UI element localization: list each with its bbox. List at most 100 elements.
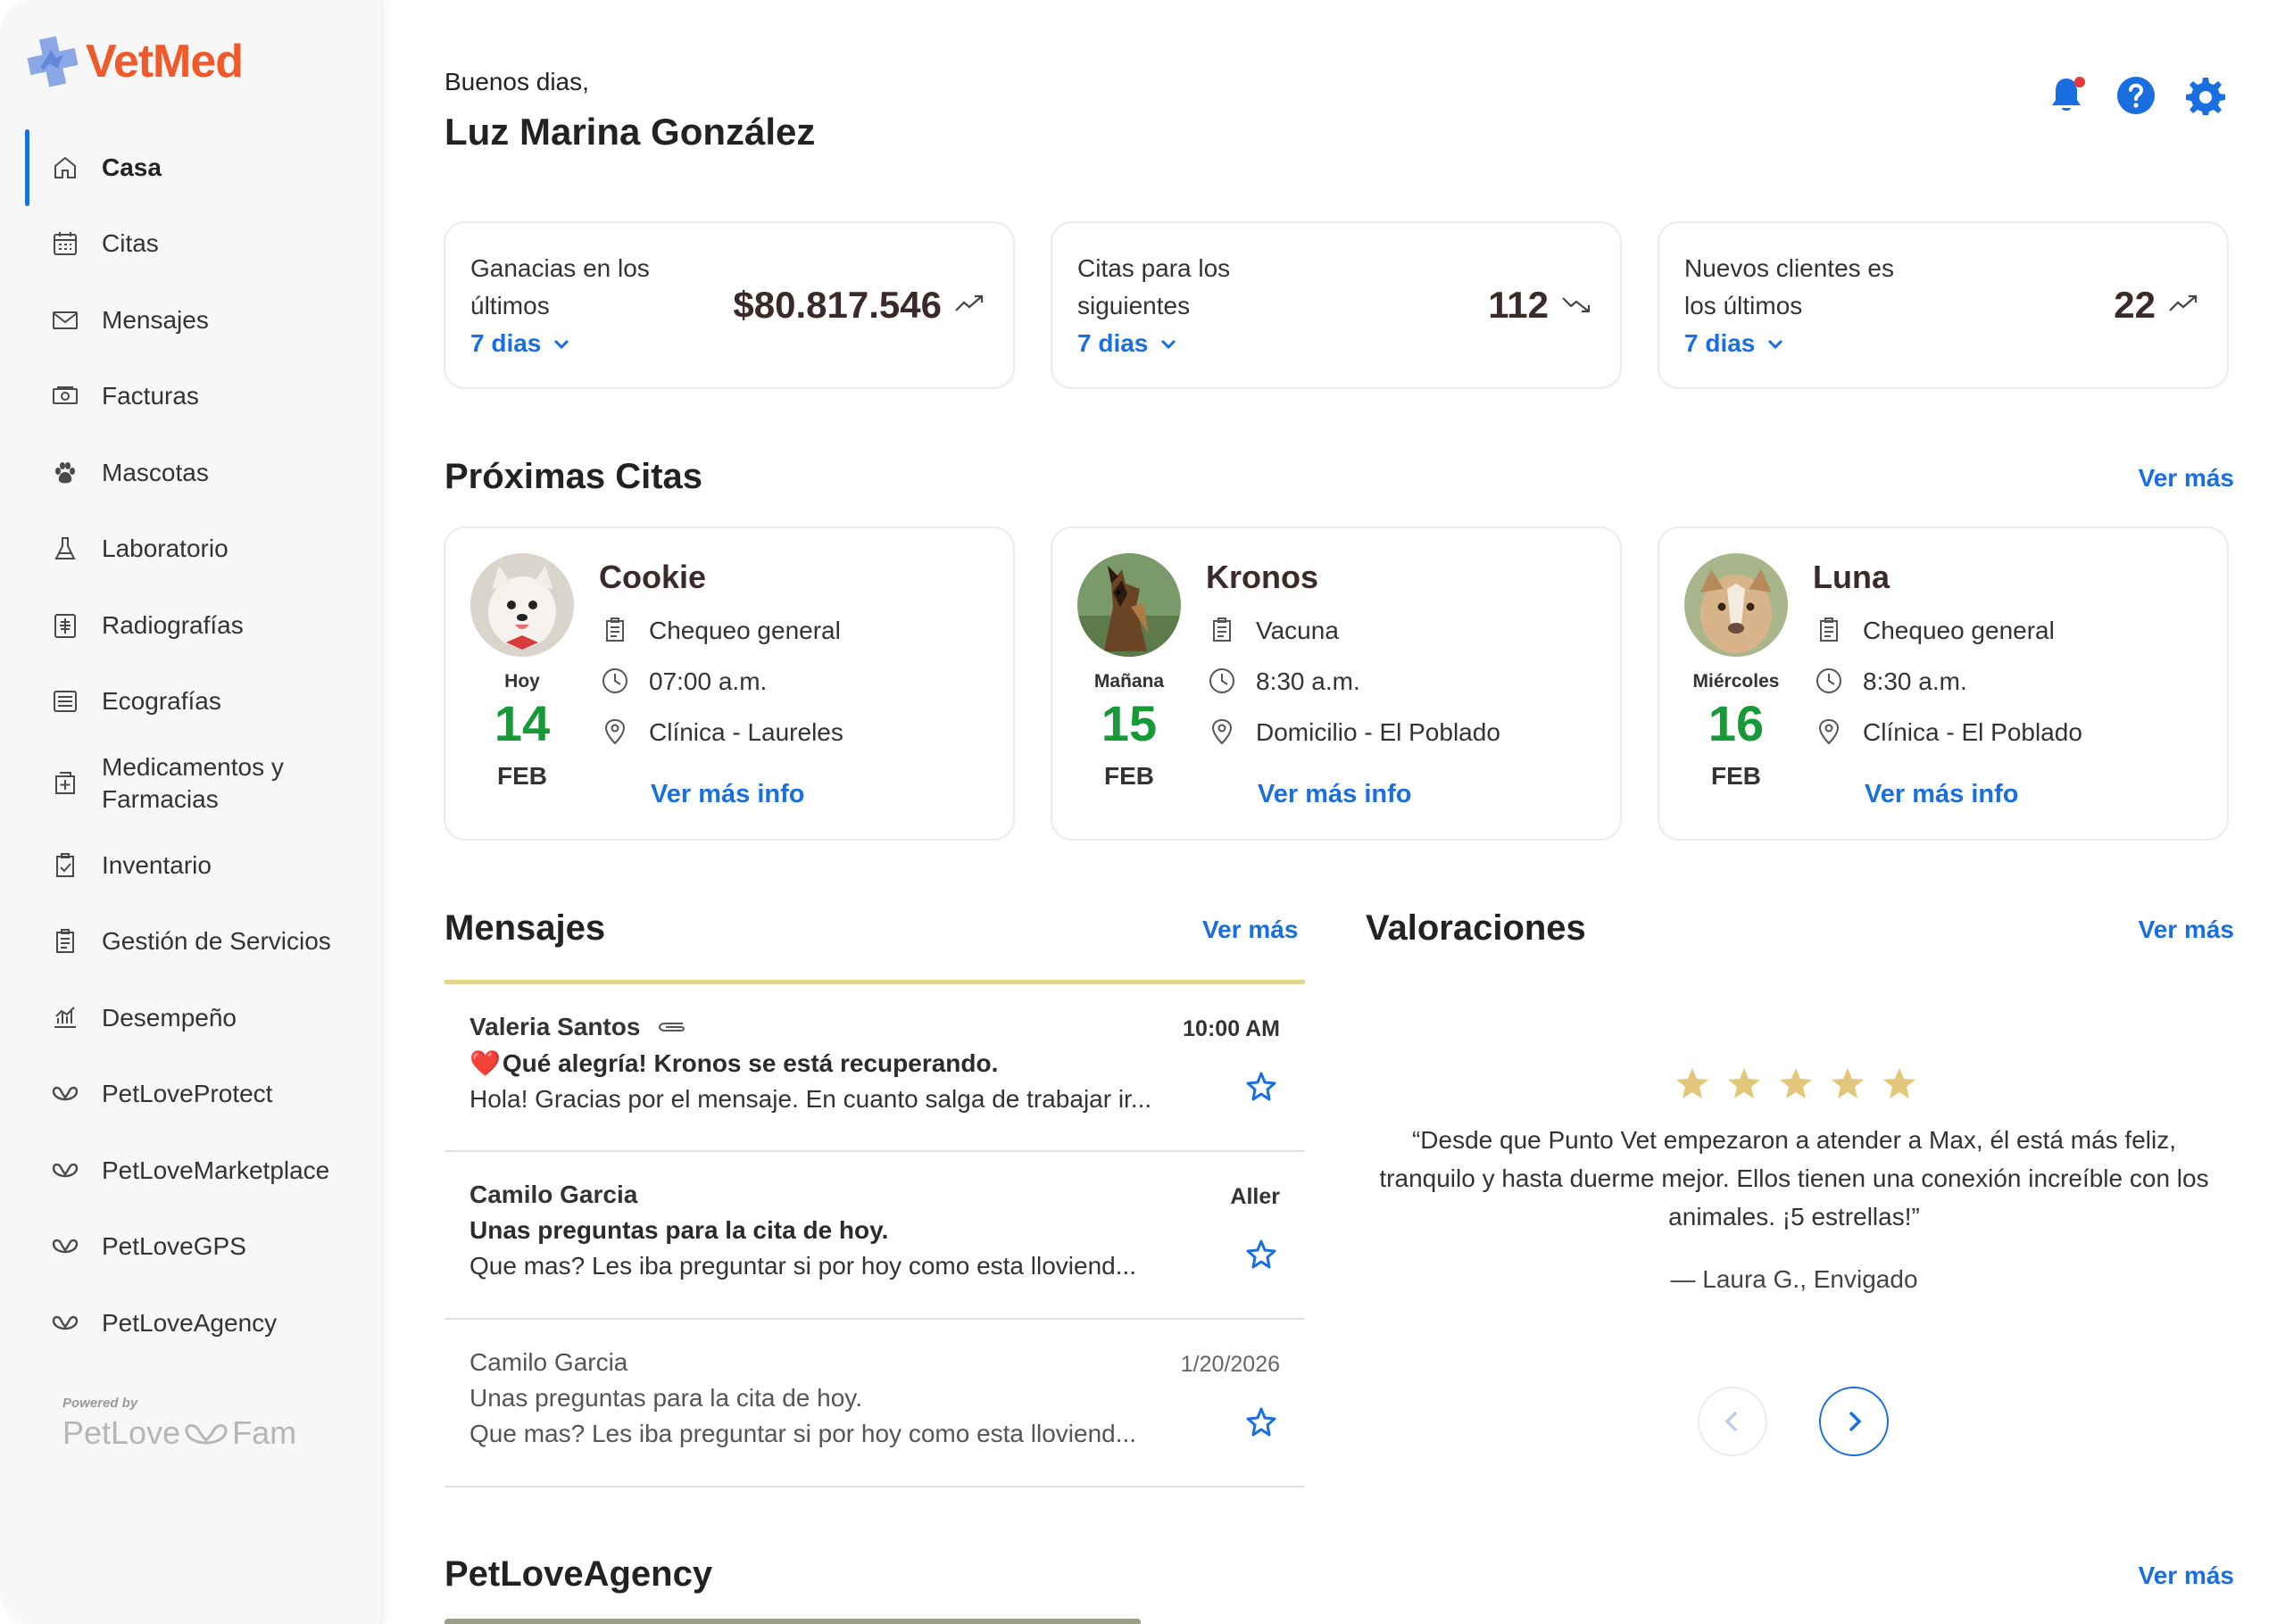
period-dropdown[interactable]: 7 dias [1684,325,2202,362]
star-filled-icon [1832,1068,1864,1098]
sidebar-item-inventario[interactable]: Inventario [0,827,382,904]
appointment-place-text: Domicilio - El Poblado [1256,718,1500,746]
appointment-time: 8:30 a.m. [1208,667,1360,697]
appointment-place-text: Clínica - El Poblado [1863,718,2082,746]
notifications-button[interactable] [2046,75,2087,116]
sidebar-item-petloveprotect[interactable]: PetLoveProtect [0,1056,382,1133]
chevron-right-icon [1849,1411,1862,1432]
appointment-more-info-link[interactable]: Ver más info [1258,780,1412,808]
appointment-month: FEB [497,762,547,790]
appointment-date: 14 [494,695,551,751]
period-value: 7 dias [470,329,542,357]
sidebar-item-petlovegps[interactable]: PetLoveGPS [0,1209,382,1286]
sidebar-item-label: PetLoveProtect [102,1080,273,1108]
appointments-see-more-link[interactable]: Ver más [2138,464,2234,492]
appointment-card[interactable]: Miércoles 16 FEB Luna Chequeo general 8:… [1658,526,2229,841]
star-outline-icon [1246,1407,1276,1437]
clock-icon [1208,667,1238,697]
message-subject: Unas preguntas para la cita de hoy. [469,1216,1280,1245]
settings-button[interactable] [2185,75,2226,116]
period-value: 7 dias [1684,329,1756,357]
sidebar-item-label: Gestión de Servicios [102,927,331,956]
carousel-prev-button[interactable] [1698,1387,1767,1456]
sidebar-item-label: Mascotas [102,458,209,486]
sidebar-item-mensajes[interactable]: Mensajes [0,282,382,359]
sidebar-item-gestion-servicios[interactable]: Gestión de Servicios [0,904,382,981]
period-value: 7 dias [1077,329,1149,357]
appointment-type: Chequeo general [601,616,841,646]
trend-up-icon [2168,293,2198,319]
petlove-icon [50,1156,80,1186]
clipboard-icon [50,926,80,957]
sidebar-item-casa[interactable]: Casa [0,129,382,206]
sidebar-item-ecografias[interactable]: Ecografías [0,664,382,741]
appointment-time-text: 07:00 a.m. [649,667,768,695]
sidebar-item-facturas[interactable]: Facturas [0,359,382,435]
star-toggle[interactable] [1244,1405,1278,1439]
sidebar-item-label: Casa [102,153,162,181]
reviews-see-more-link[interactable]: Ver más [2138,916,2234,943]
ultrasound-icon [50,686,80,717]
star-toggle[interactable] [1244,1238,1278,1272]
home-icon [50,153,80,183]
header-actions [2046,75,2226,116]
messages-title: Mensajes [445,908,606,948]
mail-icon [50,305,80,336]
sidebar-item-label: Inventario [102,850,212,879]
appointment-place: Domicilio - El Poblado [1208,717,1500,748]
period-dropdown[interactable]: 7 dias [1077,325,1595,362]
agency-banner-image[interactable] [445,1619,1141,1624]
flask-icon [50,534,80,564]
agency-see-more-link[interactable]: Ver más [2138,1562,2234,1589]
message-subject: ❤️ Qué alegría! Kronos se está recuperan… [469,1048,1280,1078]
stat-value: 22 [2114,284,2198,327]
appointment-card[interactable]: Hoy 14 FEB Cookie Chequeo general 07:00 … [444,526,1015,841]
message-item[interactable]: Valeria Santos 10:00 AM ❤️ Qué alegría! … [445,984,1305,1152]
sidebar-item-mascotas[interactable]: Mascotas [0,435,382,511]
sidebar-item-petlovemarketplace[interactable]: PetLoveMarketplace [0,1132,382,1209]
sidebar-item-label: Facturas [102,382,199,410]
sidebar-item-citas[interactable]: Citas [0,206,382,283]
appointment-more-info-link[interactable]: Ver más info [651,780,805,808]
period-dropdown[interactable]: 7 dias [470,325,988,362]
heart-emoji: ❤️ [469,1049,501,1077]
sidebar-item-label: Medicamentos y Farmacias [102,753,284,813]
powered-by: Powered by PetLove Fam [62,1396,296,1452]
appointment-time: 8:30 a.m. [1815,667,1967,697]
petlove-icon [50,1231,80,1262]
sidebar-item-laboratorio[interactable]: Laboratorio [0,511,382,588]
help-icon [2117,77,2155,114]
star-filled-icon [1883,1068,1915,1098]
sidebar-item-desempeno[interactable]: Desempeño [0,980,382,1056]
message-preview: Que mas? Les iba preguntar si por hoy co… [469,1252,1137,1280]
sidebar-item-petloveagency[interactable]: PetLoveAgency [0,1285,382,1362]
message-item[interactable]: Camilo Garcia Aller Unas preguntas para … [445,1152,1305,1320]
clipboard-icon [1208,616,1238,646]
stat-label: Citas para los siguientes [1077,254,1231,319]
appointment-type-text: Vacuna [1256,617,1339,644]
sidebar-item-radiografias[interactable]: Radiografías [0,587,382,664]
powered-by-label: Powered by [62,1396,138,1411]
clock-icon [601,667,631,697]
carousel-next-button[interactable] [1819,1387,1889,1456]
user-name: Luz Marina González [445,111,816,153]
chevron-down-icon [554,339,569,350]
star-filled-icon [1780,1068,1812,1098]
message-sender: Valeria Santos [469,1013,1280,1041]
messages-list: Valeria Santos 10:00 AM ❤️ Qué alegría! … [445,980,1305,1487]
star-toggle[interactable] [1244,1070,1278,1104]
location-pin-icon [1208,717,1238,748]
pet-avatar-cookie [470,553,574,657]
sidebar-item-medicamentos[interactable]: Medicamentos y Farmacias [0,740,382,827]
star-filled-icon [1676,1068,1708,1098]
stat-value: 112 [1488,284,1591,327]
message-item[interactable]: Camilo Garcia 1/20/2026 Unas preguntas p… [445,1320,1305,1487]
help-button[interactable] [2115,75,2156,116]
messages-see-more-link[interactable]: Ver más [1202,916,1299,943]
appointment-more-info-link[interactable]: Ver más info [1865,780,2019,808]
brand-logo[interactable]: VetMed [25,34,244,89]
appointment-type: Chequeo general [1815,616,2055,646]
review-text: “Desde que Punto Vet empezaron a atender… [1379,1126,2209,1230]
appointment-card[interactable]: Mañana 15 FEB Kronos Vacuna 8:30 a.m. Do… [1051,526,1622,841]
notification-badge [2074,77,2085,87]
